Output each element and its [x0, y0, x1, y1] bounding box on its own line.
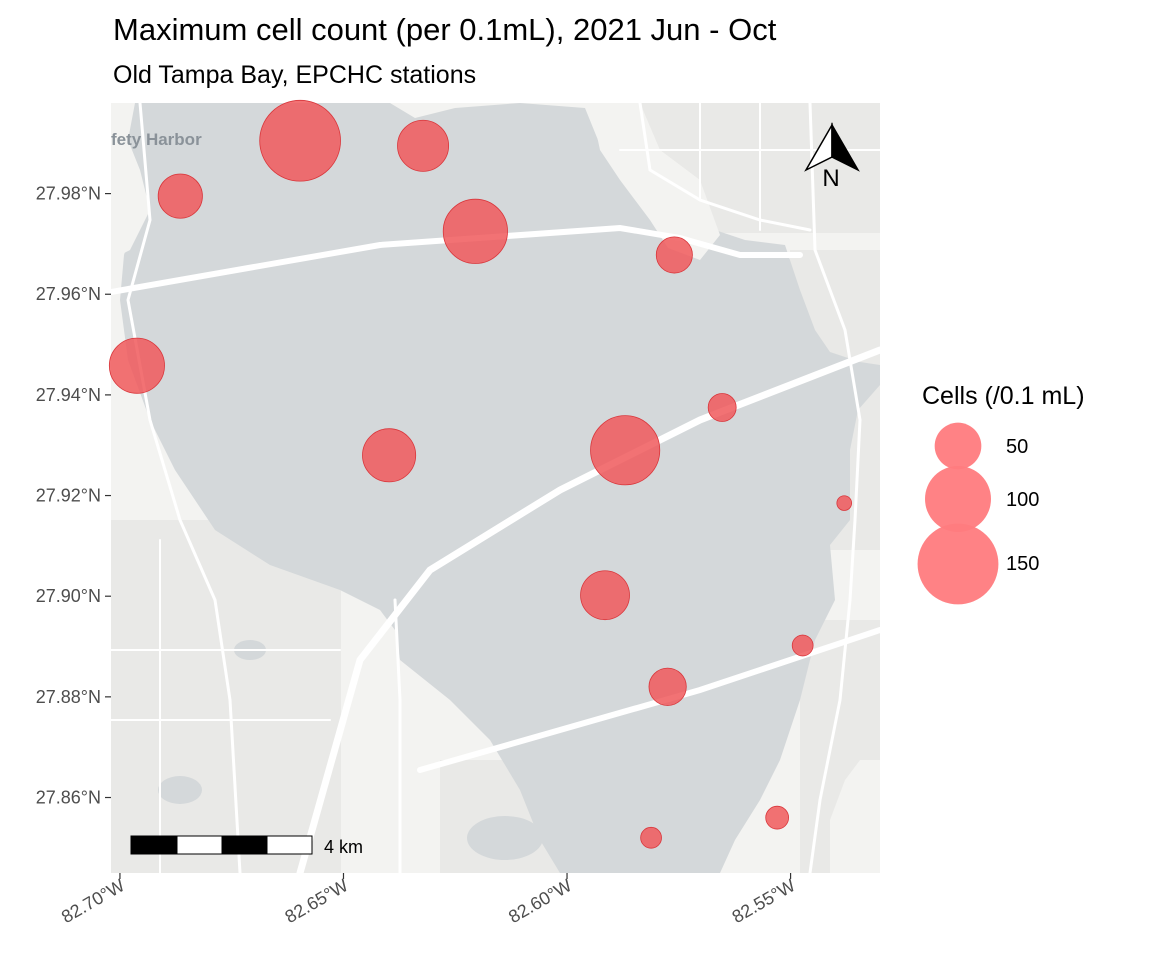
water-body	[120, 103, 880, 873]
basemap: fety Harbor	[111, 103, 880, 873]
courtney-campbell-causeway	[111, 224, 803, 295]
x-axis: 82.70°W 82.65°W 82.60°W 82.55°W	[58, 873, 799, 927]
legend-key-circle	[925, 466, 991, 532]
station-point[interactable]	[836, 495, 853, 511]
south-road	[393, 598, 402, 873]
legend-title: Cells (/0.1 mL)	[922, 382, 1085, 410]
legend-keys	[917, 422, 999, 605]
y-tick-label: 27.94°N	[36, 385, 101, 405]
y-axis: 27.86°N 27.88°N 27.90°N 27.92°N 27.94°N 27.96…	[36, 184, 111, 808]
station-point[interactable]	[580, 570, 630, 621]
station-point[interactable]	[765, 805, 790, 830]
west-lake	[158, 776, 202, 804]
legend-key-circle	[934, 422, 982, 470]
roads	[111, 103, 880, 873]
station-point[interactable]	[362, 428, 417, 483]
south-lake	[467, 816, 543, 860]
x-tick-label: 82.60°W	[505, 875, 575, 927]
station-point[interactable]	[655, 236, 693, 274]
scale-bar-label: 4 km	[324, 837, 363, 857]
x-tick-label: 82.65°W	[282, 875, 352, 927]
y-tick-label: 27.98°N	[36, 184, 101, 204]
gandy-bridge	[417, 627, 880, 773]
northeast-shore	[590, 103, 720, 260]
legend-label-150: 150	[1006, 553, 1040, 575]
station-point[interactable]	[108, 337, 165, 394]
chart-title: Maximum cell count (per 0.1mL), 2021 Jun…	[113, 12, 777, 47]
y-tick-label: 27.88°N	[36, 687, 101, 707]
x-tick-label: 82.70°W	[58, 875, 128, 927]
y-tick-label: 27.90°N	[36, 586, 101, 606]
coastal-road-west	[126, 103, 242, 873]
station-point[interactable]	[648, 667, 687, 706]
north-arrow-label: N	[822, 165, 839, 192]
station-point[interactable]	[640, 826, 662, 849]
legend-key-circle	[917, 523, 999, 605]
station-point[interactable]	[157, 173, 203, 219]
station-point[interactable]	[791, 634, 814, 657]
place-label-safety-harbor: fety Harbor	[111, 130, 202, 149]
scale-bar: 4 km	[130, 835, 363, 857]
station-point[interactable]	[707, 393, 737, 422]
y-tick-label: 27.86°N	[36, 788, 101, 808]
station-point[interactable]	[259, 99, 341, 182]
station-point[interactable]	[442, 198, 508, 264]
coastal-road-east	[808, 103, 862, 873]
y-tick-label: 27.92°N	[36, 486, 101, 506]
station-point[interactable]	[590, 415, 661, 486]
chart-subtitle: Old Tampa Bay, EPCHC stations	[113, 61, 477, 89]
station-point[interactable]	[397, 119, 450, 172]
y-tick-label: 27.96°N	[36, 284, 101, 304]
northwest-shore	[111, 160, 150, 260]
north-arrow-icon: N	[804, 122, 860, 192]
legend-label-50: 50	[1006, 436, 1029, 458]
legend-label-100: 100	[1006, 489, 1040, 511]
x-tick-label: 82.55°W	[729, 875, 799, 927]
southeast-island	[830, 760, 880, 873]
stations-layer	[108, 99, 853, 849]
